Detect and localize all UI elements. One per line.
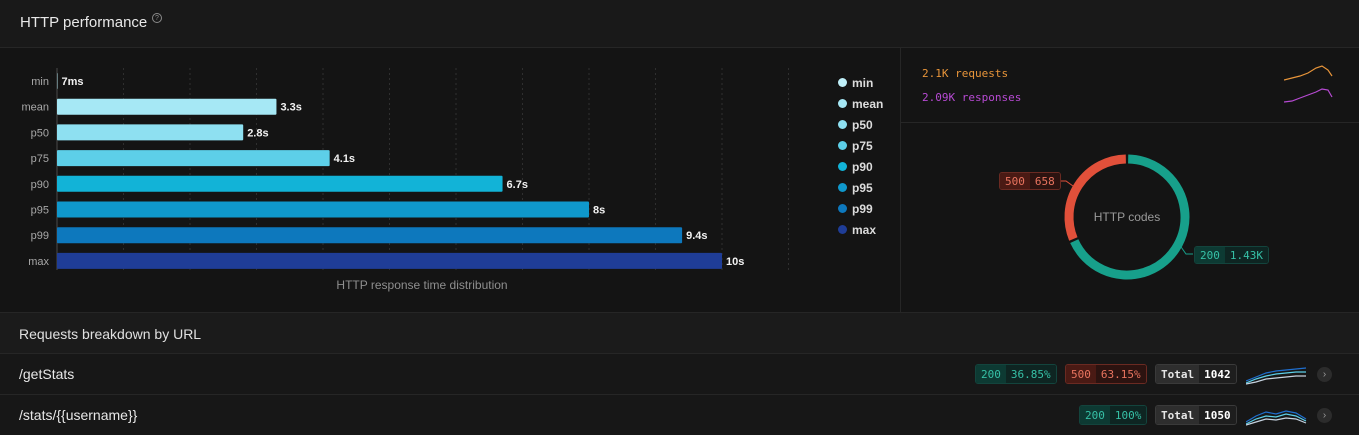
legend-swatch — [838, 120, 847, 129]
url-sparkline — [1246, 410, 1307, 426]
status-200-pill: 200 36.85% — [975, 364, 1057, 384]
legend-item-max[interactable]: max — [838, 219, 883, 240]
chart-legend: min mean p50 p75 p90 p95 p99 max — [838, 72, 883, 240]
total-value: 1042 — [1199, 365, 1236, 383]
response-time-bar-chart: min 7ms mean 3.3s p50 2.8s p75 4.1s p90 6.7s p95 8s… — [21, 68, 789, 270]
url-path: /stats/{{username}} — [19, 407, 138, 423]
requests-count: 2.1K requests — [922, 67, 1009, 80]
legend-label: p75 — [852, 138, 873, 153]
donut-segment-200[interactable] — [1070, 154, 1190, 280]
panel-header: HTTP performance ? — [0, 0, 1359, 48]
category-label-p90: p90 — [31, 179, 49, 191]
code-200-tag[interactable]: 200 1.43K — [1194, 246, 1269, 264]
legend-swatch — [838, 183, 847, 192]
legend-item-p50[interactable]: p50 — [838, 114, 883, 135]
status-percent: 63.15% — [1095, 365, 1146, 383]
bar-max[interactable] — [57, 252, 722, 269]
data-label-p75: 4.1s — [334, 153, 355, 165]
legend-item-p95[interactable]: p95 — [838, 177, 883, 198]
category-label-min: min — [31, 76, 49, 88]
data-label-p99: 9.4s — [686, 230, 707, 242]
bar-p95[interactable] — [57, 201, 589, 218]
bar-mean[interactable] — [57, 98, 277, 115]
category-label-p50: p50 — [31, 127, 49, 139]
panel-title: HTTP performance — [20, 14, 148, 31]
data-label-mean: 3.3s — [280, 102, 301, 114]
status-code: 500 — [1066, 365, 1096, 383]
legend-swatch — [838, 225, 847, 234]
status-code: 200 — [976, 365, 1006, 383]
legend-swatch — [838, 99, 847, 108]
data-label-p90: 6.7s — [507, 179, 528, 191]
chevron-right-icon[interactable]: › — [1317, 367, 1332, 382]
url-row[interactable]: /stats/{{username}} 200 100% Total 1050 … — [0, 395, 1359, 435]
legend-label: p95 — [852, 180, 873, 195]
total-label: Total — [1156, 365, 1200, 383]
total-label: Total — [1156, 406, 1200, 424]
help-icon[interactable]: ? — [152, 13, 162, 23]
leader-line-500 — [1061, 180, 1074, 187]
data-label-min: 7ms — [61, 76, 83, 88]
url-sparkline — [1246, 367, 1307, 385]
breakdown-title: Requests breakdown by URL — [19, 326, 202, 342]
http-codes-donut: HTTP codes 500 658 200 1.43K — [901, 124, 1359, 312]
bar-p75[interactable] — [57, 150, 330, 167]
status-200-pill: 200 100% — [1079, 405, 1148, 425]
legend-item-p90[interactable]: p90 — [838, 156, 883, 177]
legend-item-min[interactable]: min — [838, 72, 883, 93]
legend-label: p99 — [852, 201, 873, 216]
summary-panel: 2.1K requests 2.09K responses HTTP codes… — [900, 48, 1359, 312]
legend-label: min — [852, 75, 874, 90]
status-500-pill: 500 63.15% — [1065, 364, 1147, 384]
category-label-max: max — [28, 256, 49, 268]
status-percent: 36.85% — [1005, 365, 1056, 383]
bar-p90[interactable] — [57, 175, 503, 192]
total-value: 1050 — [1199, 406, 1236, 424]
data-label-p95: 8s — [593, 205, 605, 217]
code-500-tag[interactable]: 500 658 — [999, 172, 1061, 190]
code-500-count: 658 — [1029, 173, 1060, 189]
category-label-p99: p99 — [31, 230, 49, 242]
category-label-mean: mean — [21, 102, 49, 114]
legend-label: p90 — [852, 159, 873, 174]
legend-item-p75[interactable]: p75 — [838, 135, 883, 156]
leader-line-200 — [1178, 243, 1193, 255]
legend-label: mean — [852, 96, 884, 111]
breakdown-section-header: Requests breakdown by URL — [0, 312, 1359, 354]
code-200-label: 200 — [1195, 247, 1225, 263]
data-label-max: 10s — [726, 256, 744, 268]
code-200-count: 1.43K — [1224, 247, 1268, 263]
legend-swatch — [838, 141, 847, 150]
category-label-p95: p95 — [31, 205, 49, 217]
legend-label: p50 — [852, 117, 873, 132]
x-axis-title: HTTP response time distribution — [336, 278, 508, 292]
responses-sparkline — [1284, 88, 1333, 103]
legend-swatch — [838, 162, 847, 171]
chevron-right-icon[interactable]: › — [1317, 408, 1332, 423]
donut-center-label: HTTP codes — [1094, 210, 1160, 224]
legend-item-p99[interactable]: p99 — [838, 198, 883, 219]
data-label-p50: 2.8s — [247, 127, 268, 139]
legend-swatch — [838, 204, 847, 213]
legend-swatch — [838, 78, 847, 87]
requests-sparkline — [1284, 65, 1333, 81]
legend-item-mean[interactable]: mean — [838, 93, 883, 114]
request-stats: 2.1K requests 2.09K responses — [901, 48, 1359, 123]
responses-count: 2.09K responses — [922, 91, 1022, 104]
category-label-p75: p75 — [31, 153, 49, 165]
response-time-chart-panel: min 7ms mean 3.3s p50 2.8s p75 4.1s p90 6.7s p95 8s… — [0, 48, 900, 312]
code-500-label: 500 — [1000, 173, 1030, 189]
url-path: /getStats — [19, 366, 75, 382]
legend-label: max — [852, 222, 877, 237]
url-row[interactable]: /getStats 200 36.85% 500 63.15% Total 10… — [0, 354, 1359, 395]
status-code: 200 — [1080, 406, 1110, 424]
total-pill: Total 1042 — [1155, 364, 1237, 384]
status-percent: 100% — [1109, 406, 1147, 424]
total-pill: Total 1050 — [1155, 405, 1237, 425]
donut-segment-500[interactable] — [1064, 154, 1127, 241]
bar-p99[interactable] — [57, 227, 683, 244]
bar-p50[interactable] — [57, 124, 244, 141]
donut-chart: HTTP codes — [1061, 154, 1193, 280]
